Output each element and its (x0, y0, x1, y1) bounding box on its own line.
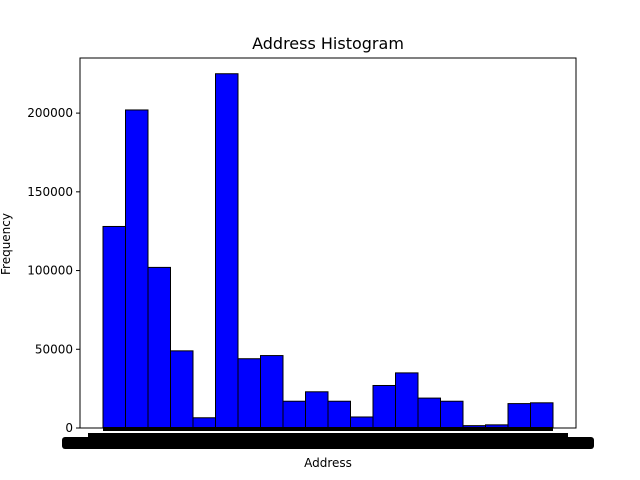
histogram-bar (305, 391, 329, 429)
histogram-bar (395, 372, 419, 429)
histogram-bar (215, 73, 239, 429)
histogram-bar (192, 417, 216, 429)
y-tick-label: 150000 (27, 185, 73, 199)
x-tick-labels-band (62, 437, 594, 449)
histogram-bar (125, 109, 149, 429)
x-tick-labels-band (88, 433, 568, 437)
histogram-bar (170, 350, 194, 429)
histogram-bar (440, 400, 464, 429)
histogram-bar (147, 266, 171, 429)
y-tick-label: 50000 (35, 342, 73, 356)
histogram-bar (417, 397, 441, 429)
histogram-bar (350, 416, 374, 429)
histogram-bar (102, 225, 126, 429)
chart-title: Address Histogram (252, 34, 404, 53)
y-tick-label: 0 (65, 421, 73, 435)
histogram-bar (237, 358, 261, 429)
plot-area: 0 50000 100000 150000 200000 (27, 57, 594, 449)
y-tick-label: 100000 (27, 264, 73, 278)
histogram-bar (260, 355, 284, 429)
histogram-bar (372, 384, 396, 429)
histogram-bar (530, 402, 554, 429)
histogram-bar (282, 400, 306, 429)
y-tick-label: 200000 (27, 106, 73, 120)
y-axis-label: Frequency (0, 213, 13, 275)
histogram-bar (327, 400, 351, 429)
axes-frame (79, 57, 577, 429)
x-tick-marks-band (103, 427, 553, 431)
x-axis-label: Address (304, 456, 352, 470)
histogram-bar (507, 403, 531, 429)
